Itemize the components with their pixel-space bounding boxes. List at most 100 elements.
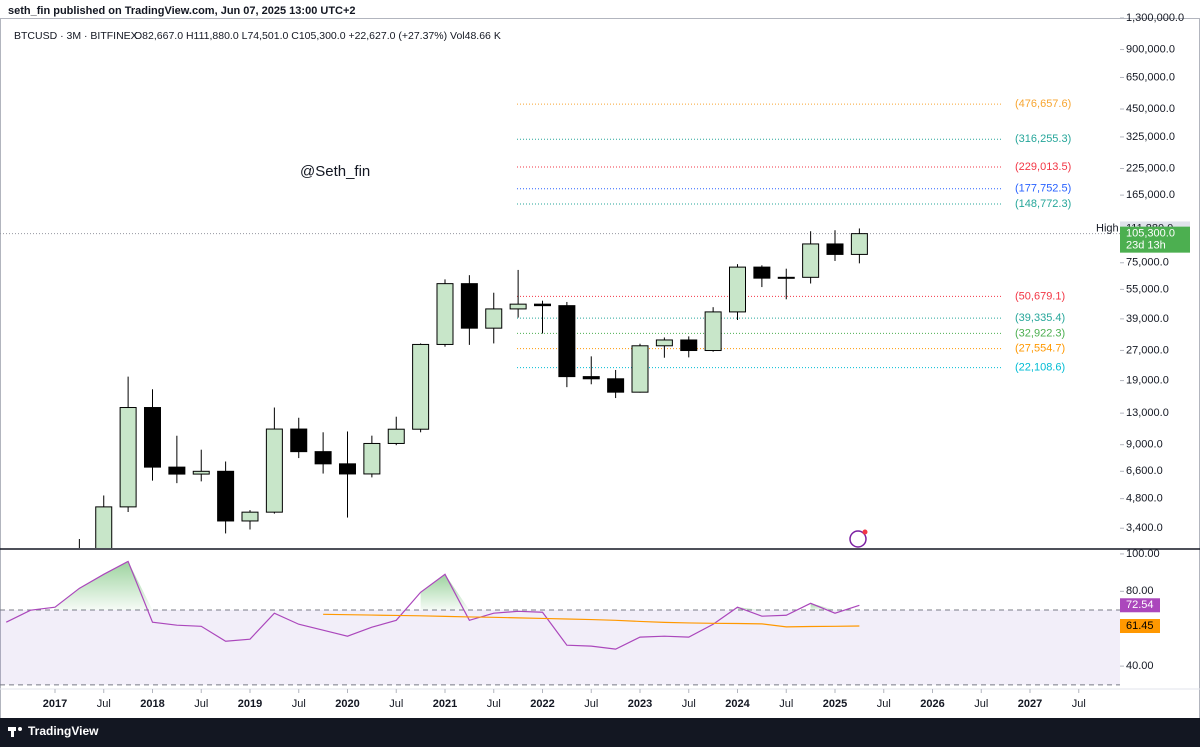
candle-body: [826, 243, 844, 255]
header: seth_fin published on TradingView.com, J…: [8, 5, 356, 17]
fib-label: (476,657.6): [1015, 98, 1071, 110]
y-tick-label: 165,000.0: [1126, 189, 1175, 201]
watermark: @Seth_fin: [300, 163, 370, 180]
rsi-pane: [0, 560, 1120, 686]
candle-body: [607, 378, 625, 393]
x-tick-label: Jul: [487, 698, 501, 710]
y-tick-label: 19,000.0: [1126, 374, 1169, 386]
x-tick-label: Jul: [194, 698, 208, 710]
candle-body: [777, 276, 795, 279]
candle-body: [655, 339, 673, 347]
x-tick-label: 2026: [920, 698, 944, 710]
candle-body: [850, 233, 868, 255]
value-label: 61.45: [1126, 620, 1154, 632]
candle-body: [143, 407, 161, 468]
y-tick-label: 225,000.0: [1126, 162, 1175, 174]
last-price: 105,300.0: [1126, 228, 1175, 240]
candle-body: [241, 511, 259, 522]
candle-body: [314, 451, 332, 465]
value-label-box: [1120, 619, 1160, 634]
candle-body: [533, 303, 551, 307]
candle-body: [436, 283, 454, 345]
value-label: 72.54: [1126, 599, 1154, 611]
y-tick-label: 40.00: [1126, 660, 1154, 672]
y-tick-label: 450,000.0: [1126, 103, 1175, 115]
candle-body: [582, 376, 600, 380]
footer-logo: [8, 727, 22, 737]
x-tick-label: Jul: [1072, 698, 1086, 710]
x-tick-label: 2027: [1018, 698, 1042, 710]
x-tick-label: Jul: [974, 698, 988, 710]
x-tick-label: 2019: [238, 698, 262, 710]
candle-body: [95, 506, 113, 548]
x-tick-label: 2023: [628, 698, 652, 710]
x-tick-label: 2021: [433, 698, 457, 710]
candle-body: [290, 428, 308, 453]
y-tick-label: 900,000.0: [1126, 43, 1175, 55]
candle-body: [265, 428, 283, 513]
footer-brand: TradingView: [28, 724, 99, 738]
y-tick-label: 27,000.0: [1126, 344, 1169, 356]
candle-body: [704, 311, 722, 352]
y-tick-label: 9,000.0: [1126, 439, 1163, 451]
overbought-fill: [420, 574, 470, 611]
y-tick-label: 325,000.0: [1126, 131, 1175, 143]
x-tick-label: Jul: [584, 698, 598, 710]
band-fill: [0, 610, 1120, 685]
x-tick-label: Jul: [682, 698, 696, 710]
candle-body: [387, 428, 405, 444]
candle-body: [753, 266, 771, 279]
x-tick-label: 2020: [335, 698, 359, 710]
fib-label: (177,752.5): [1015, 183, 1071, 195]
value-label-box: [1120, 598, 1160, 613]
x-tick-label: 2022: [530, 698, 554, 710]
candle-body: [729, 266, 747, 313]
candle-body: [680, 339, 698, 352]
fib-label: (39,335.4): [1015, 312, 1065, 324]
fib-label: (50,679.1): [1015, 290, 1065, 302]
y-tick-label: 100.00: [1126, 548, 1160, 560]
x-tick-label: 2018: [140, 698, 164, 710]
overbought-fill: [810, 603, 836, 611]
y-tick-label: 3,400.0: [1126, 522, 1163, 534]
candle-body: [558, 305, 576, 378]
footer-bar: [0, 718, 1200, 747]
candle-body: [119, 407, 137, 508]
fib-label: (316,255.3): [1015, 133, 1071, 145]
y-tick-label: 650,000.0: [1126, 71, 1175, 83]
candle-body: [802, 243, 820, 278]
rsi-line: [5, 560, 860, 650]
candle-body: [631, 345, 649, 393]
x-tick-label: Jul: [97, 698, 111, 710]
fib-label: (22,108.6): [1015, 361, 1065, 373]
candle-body: [412, 343, 430, 430]
y-tick-label: 75,000.0: [1126, 257, 1169, 269]
x-tick-label: Jul: [292, 698, 306, 710]
x-tick-label: Jul: [779, 698, 793, 710]
fib-label: (229,013.5): [1015, 161, 1071, 173]
candle-body: [363, 442, 381, 475]
x-tick-label: 2025: [823, 698, 847, 710]
candle-body: [485, 308, 503, 329]
x-tick-label: 2017: [43, 698, 67, 710]
fib-label: (27,554.7): [1015, 343, 1065, 355]
y-tick-label: 6,600.0: [1126, 465, 1163, 477]
fib-label: (32,922.3): [1015, 327, 1065, 339]
candle-body: [338, 463, 356, 475]
y-tick-label: 13,000.0: [1126, 407, 1169, 419]
y-tick-label: 4,800.0: [1126, 493, 1163, 505]
symbol-legend: BTCUSD · 3M · BITFINEX: [14, 30, 138, 42]
rsi-line: [323, 613, 860, 628]
y-tick-label: 39,000.0: [1126, 313, 1169, 325]
last-price-box: [1120, 226, 1190, 253]
candle-body: [509, 303, 527, 310]
countdown: 23d 13h: [1126, 240, 1166, 252]
y-tick-label: 80.00: [1126, 585, 1154, 597]
candle-body: [168, 466, 186, 475]
candle-body: [460, 283, 478, 329]
y-tick-label: 55,000.0: [1126, 283, 1169, 295]
overbought-fill: [54, 561, 153, 611]
x-tick-label: Jul: [389, 698, 403, 710]
